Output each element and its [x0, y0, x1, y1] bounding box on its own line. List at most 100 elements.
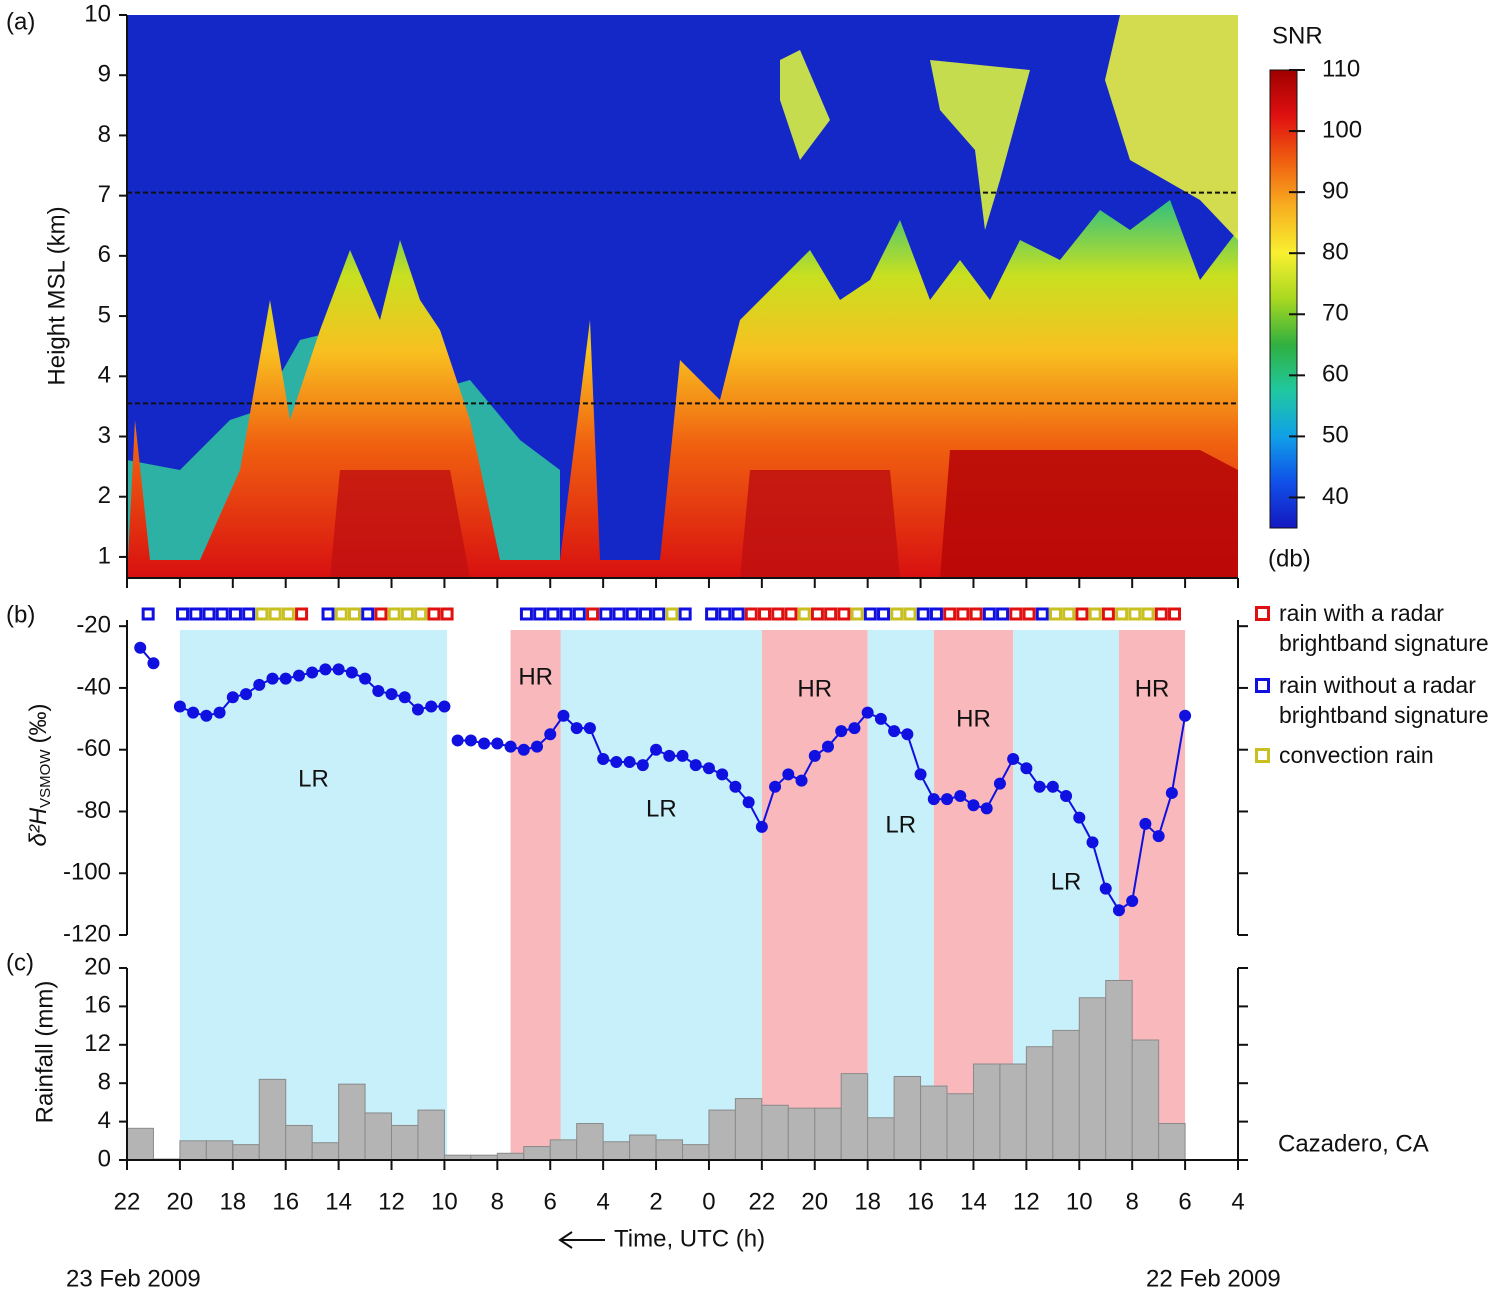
y-tick-label: -20	[76, 612, 111, 639]
bar	[576, 1123, 604, 1161]
region-label: LR	[298, 765, 329, 792]
rain-type-marker	[228, 607, 242, 621]
region	[560, 630, 762, 1160]
y-tick-label: 0	[98, 1145, 111, 1172]
rain-type-marker	[334, 607, 348, 621]
region-label: LR	[1051, 868, 1082, 895]
bar	[946, 1093, 974, 1161]
data-point	[769, 780, 782, 793]
data-point	[729, 780, 742, 793]
rain-type-marker	[599, 607, 613, 621]
legend-label: rain without a radar brightband signatur…	[1279, 672, 1489, 728]
data-point	[1073, 811, 1086, 824]
colorbar-tick-label: 90	[1322, 177, 1349, 204]
bar	[840, 1073, 869, 1161]
y-tick-label: 4	[98, 1107, 111, 1134]
data-point	[200, 709, 213, 722]
colorbar-tick-label: 80	[1322, 239, 1349, 266]
data-point	[240, 688, 253, 701]
y-tick-label: -80	[76, 797, 111, 824]
data-point	[147, 657, 160, 670]
data-point	[425, 700, 438, 713]
rain-type-marker	[189, 607, 203, 621]
data-point	[451, 734, 464, 747]
y-tick-label: 2	[98, 482, 111, 509]
rain-type-marker	[1154, 607, 1168, 621]
x-tick-label: 10	[431, 1188, 458, 1215]
rain-type-marker	[546, 607, 560, 621]
region-label: LR	[885, 811, 916, 838]
y-axis-title: δ²HVSMOW (‰)	[25, 704, 54, 847]
bar	[1131, 1039, 1160, 1161]
rain-type-marker	[850, 607, 864, 621]
y-axis-title: Rainfall (mm)	[31, 981, 58, 1124]
rain-type-marker	[1022, 607, 1036, 621]
y-tick-label: 9	[98, 61, 111, 88]
rain-type-marker	[824, 607, 838, 621]
rain-type-marker	[877, 607, 891, 621]
rain-type-marker	[705, 607, 719, 621]
bar	[364, 1112, 393, 1161]
bar	[1105, 979, 1133, 1161]
data-point	[1046, 780, 1059, 793]
rain-type-marker	[916, 607, 930, 621]
legend-swatch	[1255, 606, 1270, 621]
data-point	[557, 709, 570, 722]
data-point	[319, 663, 332, 676]
rain-type-marker	[141, 607, 155, 621]
data-point	[372, 685, 385, 698]
bar	[311, 1142, 340, 1161]
rain-type-marker	[202, 607, 216, 621]
x-tick-label: 6	[544, 1188, 557, 1215]
bar	[1052, 1029, 1080, 1161]
y-tick-label: 10	[84, 0, 111, 27]
rain-type-marker	[1115, 607, 1129, 621]
rain-type-marker	[1035, 607, 1049, 621]
rain-type-marker	[903, 607, 917, 621]
bar	[999, 1063, 1027, 1161]
x-axis-title: Time, UTC (h)	[614, 1225, 765, 1252]
data-point	[306, 666, 319, 679]
rain-type-marker	[347, 607, 361, 621]
bar	[523, 1146, 551, 1161]
bar	[655, 1139, 683, 1161]
data-point	[266, 672, 279, 685]
x-tick-label: 14	[325, 1188, 352, 1215]
data-point	[623, 756, 636, 769]
rain-type-marker	[242, 607, 256, 621]
rain-type-marker	[387, 607, 401, 621]
y-tick-label: -60	[76, 735, 111, 762]
rain-type-marker	[1088, 607, 1102, 621]
bar	[549, 1139, 578, 1161]
rain-type-marker	[744, 607, 758, 621]
rain-type-marker	[281, 607, 295, 621]
x-tick-label: 12	[1013, 1188, 1040, 1215]
rain-type-marker	[784, 607, 798, 621]
x-tick-label: 22	[749, 1188, 776, 1215]
colorbar-unit: (db)	[1268, 545, 1311, 572]
region-label: HR	[1135, 675, 1170, 702]
rain-type-marker	[1009, 607, 1023, 621]
data-point	[531, 740, 544, 753]
legend-item: rain with a radar brightband signature	[1255, 598, 1505, 658]
bar	[920, 1085, 948, 1161]
data-point	[636, 759, 649, 772]
rain-type-marker	[652, 607, 666, 621]
data-point	[385, 688, 398, 701]
region	[510, 630, 561, 1160]
data-point	[134, 641, 147, 654]
rain-type-marker	[678, 607, 692, 621]
rain-type-marker	[176, 607, 190, 621]
rain-type-marker	[718, 607, 732, 621]
data-point	[993, 777, 1006, 790]
legend-swatch	[1255, 678, 1270, 693]
data-point	[1112, 904, 1125, 917]
y-tick-label: 4	[98, 362, 111, 389]
rain-type-marker	[321, 607, 335, 621]
rain-type-marker	[533, 607, 547, 621]
y-tick-label: 3	[98, 422, 111, 449]
data-point	[359, 672, 372, 685]
bar	[972, 1063, 1001, 1161]
bar	[285, 1124, 313, 1161]
data-point	[716, 768, 729, 781]
